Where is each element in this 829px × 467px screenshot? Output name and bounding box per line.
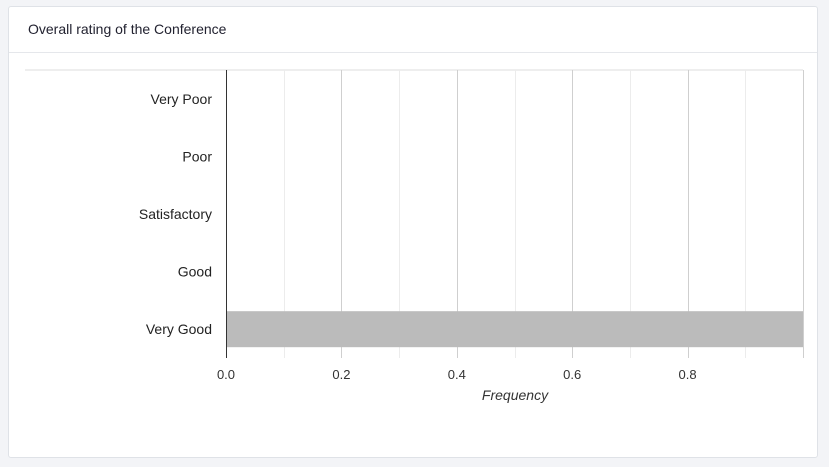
card-header: Overall rating of the Conference xyxy=(9,7,817,53)
x-tick-label: 0.8 xyxy=(679,367,697,382)
category-label: Satisfactory xyxy=(139,206,212,222)
bar xyxy=(226,311,803,348)
x-tick-label: 0.4 xyxy=(448,367,466,382)
x-tick-label: 0.2 xyxy=(332,367,350,382)
card-title: Overall rating of the Conference xyxy=(28,21,227,37)
x-axis-title: Frequency xyxy=(482,387,549,403)
category-label: Poor xyxy=(182,148,212,164)
category-label: Very Good xyxy=(146,321,212,337)
bar-chart: Very Poor Poor Satisfactory Good Very Good 0.… xyxy=(25,69,804,403)
x-tick-label: 0.0 xyxy=(217,367,235,382)
x-tick-label: 0.6 xyxy=(563,367,581,382)
category-label: Very Poor xyxy=(151,91,213,107)
chart-card: Overall rating of the Conference Very Po… xyxy=(8,6,818,458)
category-label: Good xyxy=(178,264,212,280)
